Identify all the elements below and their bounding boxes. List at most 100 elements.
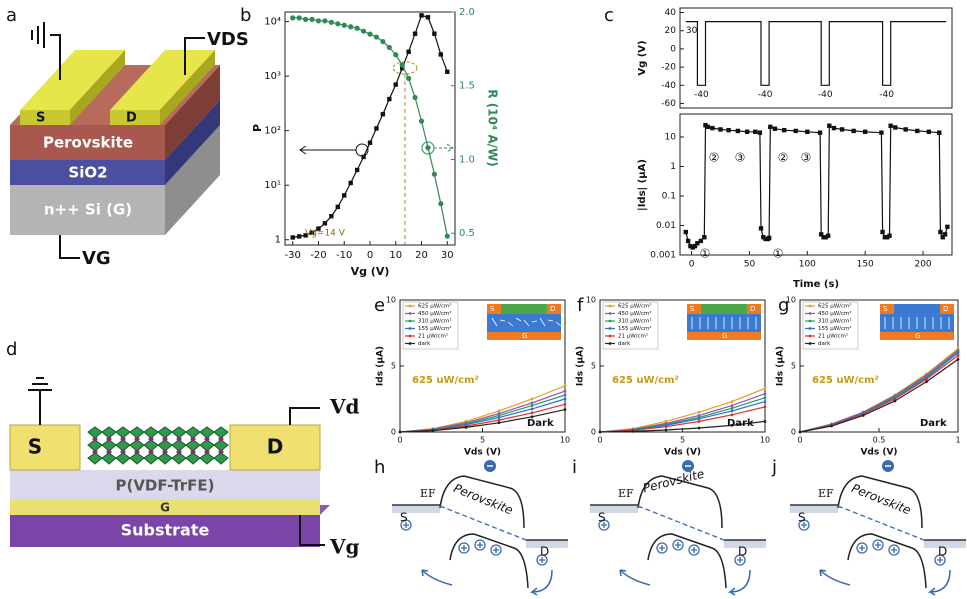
octahedron [186, 427, 200, 438]
data-point [698, 427, 701, 430]
flow-arrow [730, 570, 750, 595]
data-point [465, 426, 468, 429]
data-point [439, 52, 443, 56]
cation [219, 437, 224, 442]
octahedron [186, 440, 200, 451]
data-point [564, 394, 567, 397]
data-point [387, 45, 392, 50]
y-tick-label: 10 [786, 296, 796, 305]
electrode-label: S [36, 111, 45, 126]
data-point [335, 21, 340, 26]
layer-label: n++ Si (G) [44, 201, 132, 219]
arrow-right [434, 144, 453, 152]
data-point [706, 125, 710, 129]
data-point [863, 130, 867, 134]
y-tick-label: 10¹ [264, 180, 281, 191]
annotation: Dark [527, 418, 554, 429]
cation [205, 450, 210, 455]
octahedron [130, 440, 144, 451]
octahedron [186, 453, 200, 464]
y-tick-label: 10³ [264, 71, 281, 82]
y-axis-label: |Ids| (μA) [637, 159, 648, 211]
panel-label: e [374, 295, 385, 316]
data-point [702, 235, 706, 239]
data-point [361, 155, 365, 159]
data-point [374, 126, 378, 130]
panel-label: i [572, 457, 577, 478]
data-point [297, 234, 301, 238]
electrode-label: S [28, 435, 42, 459]
y-tick-label: 1 [670, 162, 676, 172]
data-point [432, 429, 435, 432]
y2-tick-label: 1.5 [459, 81, 475, 92]
data-point [927, 130, 931, 134]
x-tick-label: 50 [744, 260, 756, 270]
x-axis-label: Vds (V) [464, 448, 501, 458]
annotation: Dark [727, 418, 754, 429]
data-point [400, 62, 405, 67]
data-point [805, 130, 809, 134]
fermi-label: EF [420, 487, 436, 500]
x-tick-label: 10 [389, 250, 402, 261]
x-tick-label: 5 [480, 436, 485, 445]
legend-dot [609, 327, 612, 330]
y2-axis-label: R (10⁴ A/W) [486, 89, 500, 166]
octahedron [158, 453, 172, 464]
cation [205, 437, 210, 442]
plot-frame [680, 114, 952, 255]
octahedron [88, 427, 102, 438]
fermi-label: EF [618, 487, 634, 500]
panel-label: h [374, 457, 385, 478]
legend-dot [409, 342, 412, 345]
data-point [380, 39, 385, 44]
y-tick-label: 0 [670, 44, 676, 54]
data-point [767, 236, 771, 240]
flow-arrow [620, 570, 650, 585]
y-tick-label: 0 [791, 428, 796, 437]
data-point [731, 413, 734, 416]
cation [107, 437, 112, 442]
data-point [957, 354, 960, 357]
octahedron [214, 440, 228, 451]
legend-dot [609, 335, 612, 338]
data-point [764, 420, 767, 423]
y-tick-label: 0.01 [656, 221, 676, 231]
data-point [498, 416, 501, 419]
level-label: -40 [879, 90, 894, 100]
arrow-left [300, 146, 356, 154]
data-point [406, 76, 411, 81]
data-point [419, 119, 424, 124]
plot-frame [680, 8, 952, 108]
data-point [316, 18, 321, 23]
y-tick-label: 10 [386, 296, 396, 305]
data-point [764, 392, 767, 395]
legend-dot [609, 305, 612, 308]
data-point [686, 239, 690, 243]
y-tick-label: 10 [665, 132, 677, 142]
x-tick-label: -20 [310, 250, 326, 261]
data-point [432, 172, 437, 177]
annotation: ② [709, 151, 720, 165]
data-point [387, 97, 391, 101]
y-axis-label: Ids (μA) [776, 346, 786, 386]
annotation: 625 uW/cm² [612, 375, 679, 386]
y-tick-label: 10 [586, 296, 596, 305]
octahedron [158, 440, 172, 451]
legend-dot [809, 335, 812, 338]
legend-label: 310 μW/cm² [618, 318, 652, 325]
data-point [498, 421, 501, 424]
data-point [830, 425, 833, 428]
plot-frame [285, 12, 455, 245]
data-point [938, 230, 942, 234]
data-point [665, 425, 668, 428]
data-point [374, 34, 379, 39]
cation [219, 450, 224, 455]
data-point [710, 126, 714, 130]
annotation: ③ [801, 151, 812, 165]
flow-arrow [930, 570, 950, 595]
data-point [957, 351, 960, 354]
data-point [764, 406, 767, 409]
data-point [531, 402, 534, 405]
data-point [348, 181, 352, 185]
data-point [851, 129, 855, 133]
